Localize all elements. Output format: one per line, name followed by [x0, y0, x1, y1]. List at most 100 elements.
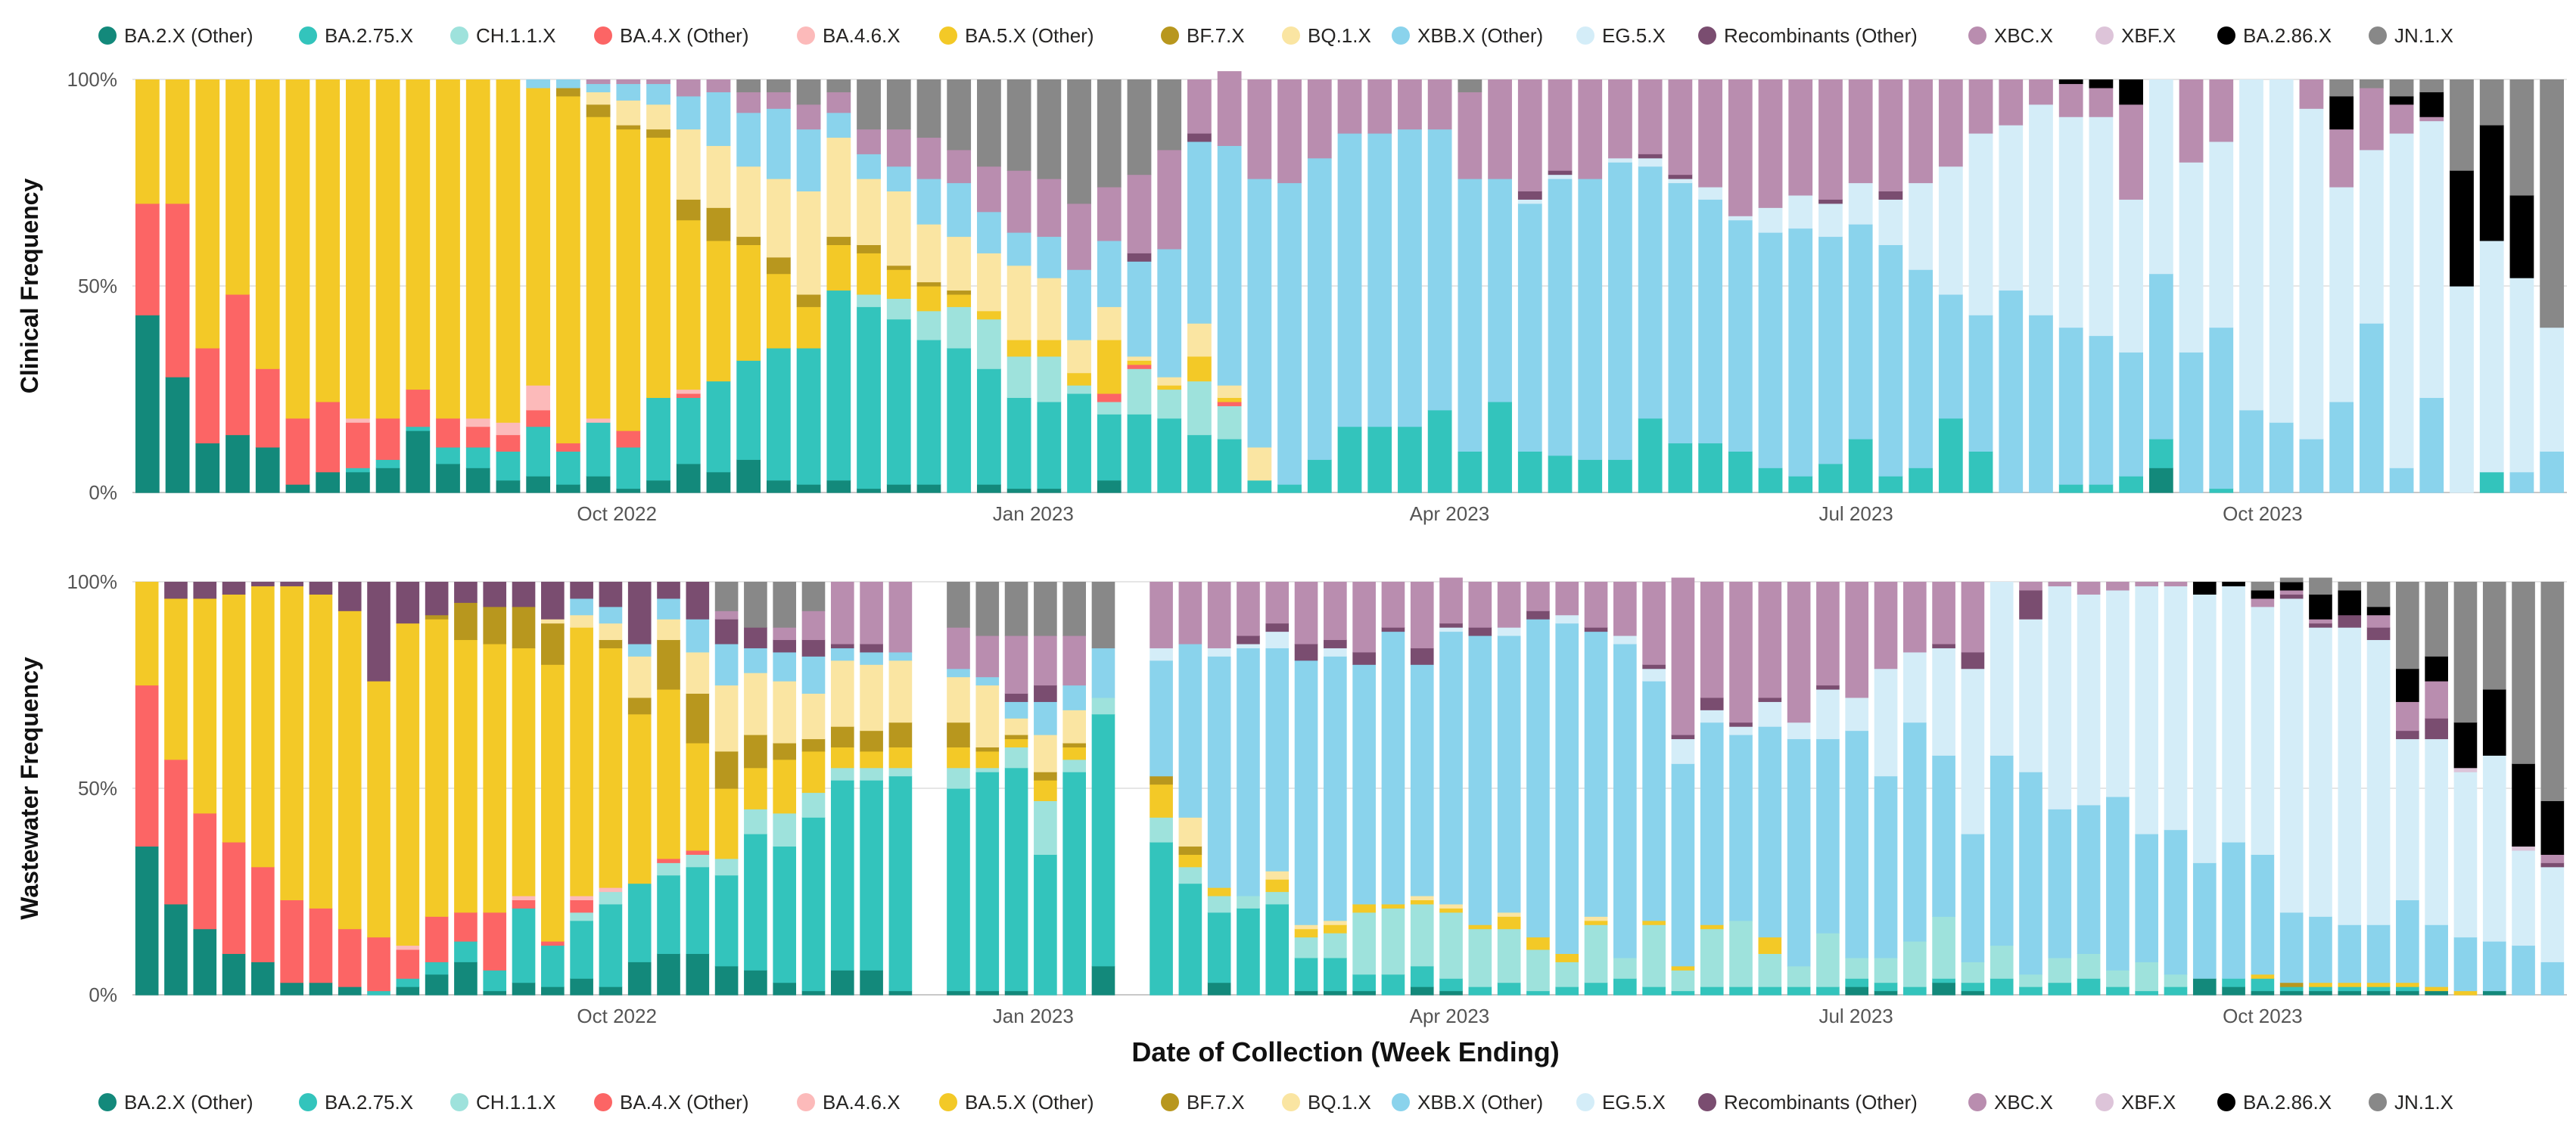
bar-segment-1-74-6[interactable] — [2279, 982, 2304, 987]
bar-segment-0-43-8[interactable] — [1427, 129, 1452, 411]
bar-segment-0-25-2[interactable] — [886, 298, 911, 320]
bar-segment-1-14-10[interactable] — [541, 582, 565, 620]
bar-week-0-4[interactable] — [255, 79, 280, 493]
bar-segment-0-80-8[interactable] — [2540, 451, 2565, 493]
bar-segment-0-78-13[interactable] — [2479, 125, 2504, 241]
bar-segment-0-60-9[interactable] — [1938, 166, 1963, 295]
bar-segment-1-5-3[interactable] — [280, 899, 303, 983]
bar-segment-1-49-9[interactable] — [1555, 614, 1579, 624]
bar-segment-1-29-7[interactable] — [975, 685, 1000, 748]
bar-week-1-16[interactable] — [599, 582, 623, 996]
bar-segment-0-48-11[interactable] — [1578, 79, 1603, 179]
bar-segment-1-56-11[interactable] — [1758, 582, 1782, 698]
bar-segment-1-67-9[interactable] — [2077, 594, 2101, 806]
bar-segment-1-45-0[interactable] — [1439, 990, 1463, 996]
bar-week-1-17[interactable] — [627, 582, 652, 996]
bar-segment-0-17-6[interactable] — [646, 129, 670, 138]
bar-segment-1-13-5[interactable] — [512, 648, 536, 896]
bar-segment-0-24-5[interactable] — [857, 253, 881, 295]
bar-segment-0-17-7[interactable] — [646, 104, 670, 130]
bar-week-0-33[interactable] — [1127, 79, 1152, 493]
bar-week-0-19[interactable] — [706, 79, 731, 493]
bar-segment-1-26-8[interactable] — [888, 651, 913, 661]
bar-segment-0-34-8[interactable] — [1157, 248, 1182, 377]
bar-segment-1-51-1[interactable] — [1613, 978, 1637, 996]
bar-segment-1-25-10[interactable] — [860, 643, 883, 653]
bar-segment-1-40-10[interactable] — [1294, 643, 1318, 661]
bar-segment-1-55-2[interactable] — [1729, 920, 1753, 987]
bar-segment-1-7-5[interactable] — [338, 610, 362, 930]
bar-segment-0-18-11[interactable] — [676, 79, 701, 97]
bar-segment-0-34-14[interactable] — [1157, 79, 1182, 151]
bar-segment-1-15-3[interactable] — [570, 899, 593, 913]
bar-segment-1-24-6[interactable] — [830, 726, 854, 747]
bar-segment-1-14-7[interactable] — [541, 619, 565, 624]
bar-segment-0-18-6[interactable] — [676, 199, 701, 221]
bar-segment-0-74-8[interactable] — [2359, 323, 2384, 493]
bar-segment-1-42-0[interactable] — [1352, 990, 1376, 996]
bar-segment-0-61-8[interactable] — [1968, 315, 1993, 452]
bar-segment-0-40-8[interactable] — [1337, 132, 1362, 427]
bar-segment-0-78-14[interactable] — [2479, 79, 2504, 126]
bar-segment-0-47-10[interactable] — [1548, 170, 1573, 176]
bar-segment-1-36-5[interactable] — [1178, 854, 1202, 868]
bar-week-1-9[interactable] — [396, 582, 420, 996]
bar-segment-0-11-5[interactable] — [465, 79, 490, 419]
bar-segment-1-9-1[interactable] — [396, 978, 420, 987]
bar-segment-0-22-0[interactable] — [796, 484, 821, 493]
bar-segment-1-48-1[interactable] — [1526, 990, 1550, 996]
bar-week-0-80[interactable] — [2540, 79, 2565, 493]
bar-segment-1-28-2[interactable] — [947, 767, 970, 789]
legend-item-bottom-9[interactable]: EG.5.X — [1576, 1091, 1666, 1114]
bar-week-1-37[interactable] — [1207, 582, 1231, 996]
bar-segment-0-25-11[interactable] — [886, 129, 911, 167]
bar-segment-0-37-1[interactable] — [1247, 480, 1272, 493]
bar-segment-0-16-5[interactable] — [616, 129, 641, 431]
bar-segment-1-41-2[interactable] — [1324, 933, 1347, 958]
bar-segment-1-32-2[interactable] — [1062, 759, 1086, 772]
bar-segment-1-76-14[interactable] — [2338, 582, 2362, 591]
legend-item-bottom-5[interactable]: BA.5.X (Other) — [939, 1091, 1094, 1114]
bar-segment-0-25-14[interactable] — [886, 79, 911, 130]
bar-segment-0-10-5[interactable] — [436, 79, 460, 419]
bar-segment-1-28-8[interactable] — [947, 668, 970, 678]
bar-segment-0-24-7[interactable] — [857, 179, 881, 245]
bar-segment-1-31-10[interactable] — [1034, 685, 1057, 702]
legend-item-top-4[interactable]: BA.4.6.X — [797, 24, 901, 47]
bar-week-1-73[interactable] — [2251, 582, 2275, 996]
bar-segment-0-62-11[interactable] — [1999, 79, 2024, 126]
bar-segment-1-39-7[interactable] — [1265, 871, 1290, 880]
bar-segment-1-19-7[interactable] — [686, 651, 710, 694]
bar-segment-0-44-11[interactable] — [1458, 92, 1482, 179]
bar-segment-0-59-1[interactable] — [1909, 468, 1933, 493]
bar-segment-1-22-0[interactable] — [773, 982, 797, 996]
bar-segment-1-48-10[interactable] — [1526, 610, 1550, 620]
bar-segment-1-4-0[interactable] — [251, 962, 275, 996]
bar-segment-0-32-2[interactable] — [1097, 401, 1122, 415]
bar-segment-0-25-1[interactable] — [886, 318, 911, 485]
bar-segment-0-38-1[interactable] — [1277, 484, 1302, 493]
bar-segment-1-68-8[interactable] — [2106, 796, 2130, 971]
bar-segment-1-24-7[interactable] — [830, 660, 854, 727]
bar-segment-1-19-0[interactable] — [686, 953, 710, 996]
bar-segment-1-42-2[interactable] — [1352, 912, 1376, 975]
legend-item-bottom-2[interactable]: CH.1.1.X — [450, 1091, 556, 1114]
bar-segment-1-73-9[interactable] — [2251, 606, 2275, 855]
bar-segment-1-31-1[interactable] — [1034, 854, 1057, 996]
bar-segment-0-19-7[interactable] — [706, 145, 731, 208]
bar-week-1-32[interactable] — [1062, 582, 1086, 996]
bar-segment-1-20-2[interactable] — [714, 858, 739, 876]
bar-segment-1-3-0[interactable] — [222, 953, 246, 996]
bar-segment-1-56-1[interactable] — [1758, 986, 1782, 996]
legend-item-top-11[interactable]: XBC.X — [1968, 24, 2053, 47]
bar-segment-0-73-11[interactable] — [2329, 129, 2354, 188]
bar-segment-1-66-11[interactable] — [2048, 582, 2072, 587]
bar-segment-0-51-10[interactable] — [1668, 174, 1693, 179]
bar-segment-1-33-8[interactable] — [1091, 648, 1115, 698]
bar-segment-1-41-7[interactable] — [1324, 920, 1347, 925]
bar-week-0-10[interactable] — [436, 79, 460, 493]
bar-segment-1-21-2[interactable] — [744, 809, 767, 834]
bar-segment-1-19-2[interactable] — [686, 854, 710, 868]
bar-segment-1-37-1[interactable] — [1207, 912, 1231, 983]
bar-week-0-68[interactable] — [2179, 79, 2204, 493]
